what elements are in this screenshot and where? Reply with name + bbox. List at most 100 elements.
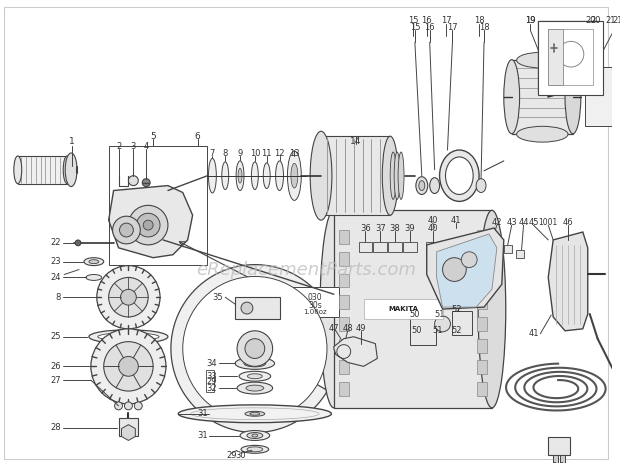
Circle shape [435, 316, 451, 332]
Ellipse shape [446, 157, 473, 194]
Text: 35: 35 [212, 293, 223, 302]
Ellipse shape [276, 161, 283, 191]
Text: 20: 20 [585, 16, 596, 25]
Text: 4: 4 [144, 142, 149, 151]
Text: 19: 19 [525, 16, 536, 25]
Text: 45: 45 [528, 218, 539, 226]
Ellipse shape [476, 178, 486, 192]
Text: 46: 46 [563, 218, 574, 226]
Circle shape [113, 216, 140, 244]
Polygon shape [108, 185, 193, 258]
Ellipse shape [63, 156, 71, 184]
Text: 18: 18 [474, 16, 484, 25]
Text: 34: 34 [206, 359, 218, 368]
Text: 22: 22 [51, 239, 61, 247]
Text: 40: 40 [427, 216, 438, 225]
Ellipse shape [251, 362, 259, 365]
Text: 13: 13 [289, 150, 299, 158]
Bar [553, 455, 558, 463]
Text: 29: 29 [226, 451, 236, 460]
Ellipse shape [416, 177, 428, 194]
Ellipse shape [251, 162, 259, 190]
Text: 30: 30 [236, 451, 246, 460]
Bar [358, 242, 373, 252]
Bar [339, 382, 348, 396]
Text: 24: 24 [51, 273, 61, 282]
Circle shape [104, 342, 153, 391]
Text: 18: 18 [479, 23, 489, 32]
Ellipse shape [383, 136, 398, 215]
Ellipse shape [14, 156, 22, 184]
Text: 21: 21 [612, 16, 620, 25]
Text: 9: 9 [237, 150, 242, 158]
Text: 1001: 1001 [539, 218, 558, 226]
Text: 27: 27 [51, 376, 61, 385]
Bar [339, 317, 348, 331]
Text: 11: 11 [262, 150, 272, 158]
Ellipse shape [247, 447, 263, 452]
Bar [585, 67, 614, 126]
Bar [538, 21, 598, 92]
Text: 30s: 30s [308, 301, 322, 309]
Bar [206, 370, 215, 392]
Bar [339, 360, 348, 374]
Circle shape [237, 331, 273, 366]
Text: 33: 33 [206, 372, 218, 381]
Ellipse shape [250, 412, 260, 415]
Bar [548, 28, 563, 85]
Bar [334, 210, 492, 408]
Circle shape [97, 266, 160, 329]
Bar [18, 156, 67, 184]
Bar [108, 146, 208, 265]
Text: 20: 20 [590, 16, 601, 25]
Text: 51: 51 [432, 326, 443, 336]
Ellipse shape [236, 161, 244, 191]
Ellipse shape [264, 163, 270, 189]
Circle shape [241, 302, 253, 314]
Text: MAKITA: MAKITA [388, 306, 418, 312]
Bar [373, 242, 388, 252]
Polygon shape [548, 232, 588, 331]
Bar [504, 245, 511, 253]
Bar [339, 252, 348, 266]
Text: 29: 29 [207, 377, 218, 386]
Circle shape [461, 252, 477, 267]
Bar [477, 274, 487, 288]
Ellipse shape [440, 150, 479, 201]
Bar [339, 274, 348, 288]
Ellipse shape [478, 210, 506, 408]
Ellipse shape [244, 360, 266, 367]
Polygon shape [427, 228, 504, 309]
Ellipse shape [310, 131, 332, 220]
Bar [291, 288, 339, 317]
Text: 7: 7 [210, 150, 215, 158]
Text: 26: 26 [51, 362, 61, 371]
Text: 1.06oz: 1.06oz [303, 309, 327, 315]
Text: 12: 12 [274, 150, 285, 158]
Text: 49: 49 [355, 324, 366, 333]
Circle shape [143, 220, 153, 230]
Bar [118, 418, 138, 436]
Text: 52: 52 [451, 326, 462, 336]
Polygon shape [122, 425, 135, 440]
Ellipse shape [239, 371, 271, 381]
Circle shape [118, 356, 138, 376]
Text: 28: 28 [51, 423, 61, 432]
Text: 16: 16 [422, 16, 432, 25]
Text: 21: 21 [605, 16, 616, 25]
Text: eReplacementParts.com: eReplacementParts.com [197, 260, 416, 279]
Text: 31: 31 [197, 409, 208, 418]
Text: 25: 25 [51, 332, 61, 341]
Text: 17: 17 [441, 16, 452, 25]
Text: 31: 31 [197, 431, 208, 440]
Ellipse shape [89, 330, 168, 343]
Text: 42: 42 [492, 218, 502, 226]
Text: 16: 16 [425, 23, 435, 32]
Bar [426, 242, 440, 252]
Polygon shape [334, 337, 378, 366]
Ellipse shape [565, 60, 581, 134]
Ellipse shape [240, 431, 270, 440]
Ellipse shape [398, 152, 404, 199]
Ellipse shape [208, 158, 216, 193]
Ellipse shape [291, 164, 298, 188]
